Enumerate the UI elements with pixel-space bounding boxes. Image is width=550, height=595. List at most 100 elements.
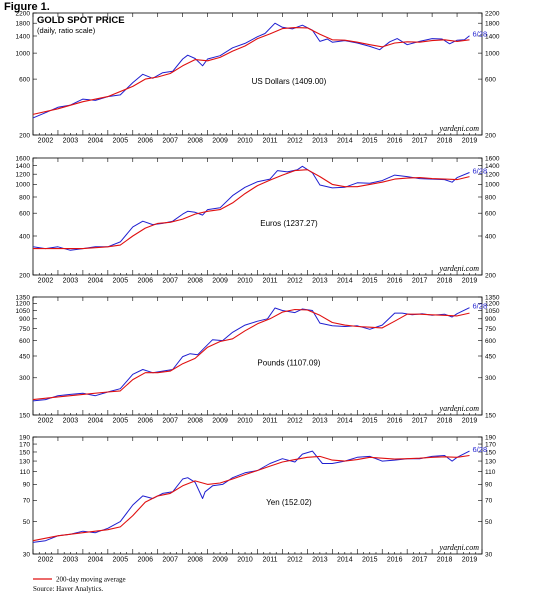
y-tick-label-right: 110 bbox=[485, 469, 496, 476]
x-tick-label: 2011 bbox=[262, 138, 277, 145]
x-tick-label: 2013 bbox=[312, 278, 328, 285]
y-tick-label-left: 1350 bbox=[16, 294, 31, 301]
y-tick-label-right: 800 bbox=[485, 194, 496, 201]
y-tick-label-left: 900 bbox=[19, 316, 30, 323]
x-tick-label: 2002 bbox=[38, 278, 54, 285]
y-tick-label-right: 1400 bbox=[485, 163, 500, 170]
y-tick-label-left: 1000 bbox=[16, 182, 31, 189]
x-tick-label: 2008 bbox=[187, 418, 203, 425]
price-series-line bbox=[32, 450, 470, 543]
y-tick-label-left: 1000 bbox=[16, 50, 31, 57]
x-tick-label: 2003 bbox=[63, 557, 79, 564]
y-tick-label-left: 600 bbox=[19, 76, 30, 83]
y-tick-label-right: 2200 bbox=[485, 10, 500, 17]
x-tick-label: 2010 bbox=[237, 418, 253, 425]
watermark: yardeni.com bbox=[439, 124, 480, 133]
y-tick-label-left: 1200 bbox=[16, 301, 31, 308]
y-tick-label-right: 200 bbox=[485, 272, 496, 279]
x-tick-label: 2018 bbox=[437, 418, 453, 425]
x-tick-label: 2004 bbox=[88, 418, 104, 425]
x-tick-label: 2014 bbox=[337, 138, 353, 145]
y-tick-label-left: 200 bbox=[19, 132, 30, 139]
y-tick-label-left: 190 bbox=[19, 434, 30, 441]
x-tick-label: 2019 bbox=[462, 557, 478, 564]
y-tick-label-right: 190 bbox=[485, 434, 496, 441]
x-tick-label: 2016 bbox=[387, 278, 403, 285]
y-tick-label-right: 150 bbox=[485, 449, 496, 456]
y-tick-label-right: 750 bbox=[485, 326, 496, 333]
x-tick-label: 2016 bbox=[387, 418, 403, 425]
x-tick-label: 2011 bbox=[262, 278, 277, 285]
x-tick-label: 2007 bbox=[162, 278, 178, 285]
x-tick-label: 2012 bbox=[287, 418, 303, 425]
chart-subtitle: (daily, ratio scale) bbox=[37, 26, 96, 35]
y-tick-label-right: 600 bbox=[485, 338, 496, 345]
y-tick-label-right: 1200 bbox=[485, 171, 500, 178]
x-tick-label: 2013 bbox=[312, 418, 328, 425]
x-tick-label: 2014 bbox=[337, 418, 353, 425]
y-tick-label-right: 30 bbox=[485, 551, 493, 558]
y-tick-label-left: 1050 bbox=[16, 308, 31, 315]
x-tick-label: 2011 bbox=[262, 557, 277, 564]
x-tick-label: 2012 bbox=[287, 278, 303, 285]
x-tick-label: 2009 bbox=[212, 278, 228, 285]
y-tick-label-left: 450 bbox=[19, 353, 30, 360]
y-tick-label-right: 1400 bbox=[485, 33, 500, 40]
x-tick-label: 2013 bbox=[312, 138, 328, 145]
y-tick-label-right: 90 bbox=[485, 482, 493, 489]
x-tick-label: 2017 bbox=[412, 418, 428, 425]
y-tick-label-left: 150 bbox=[19, 412, 30, 419]
moving-average-line bbox=[33, 169, 470, 250]
y-tick-label-left: 1600 bbox=[16, 155, 31, 162]
x-tick-label: 2019 bbox=[462, 418, 478, 425]
latest-date-label: 6/28 bbox=[473, 445, 488, 454]
y-tick-label-right: 150 bbox=[485, 412, 496, 419]
x-tick-label: 2016 bbox=[387, 557, 403, 564]
x-tick-label: 2006 bbox=[137, 418, 153, 425]
y-tick-label-right: 900 bbox=[485, 316, 496, 323]
x-tick-label: 2016 bbox=[387, 138, 403, 145]
x-tick-label: 2013 bbox=[312, 557, 328, 564]
x-tick-label: 2017 bbox=[412, 557, 428, 564]
x-tick-label: 2004 bbox=[88, 557, 104, 564]
watermark: yardeni.com bbox=[439, 264, 480, 273]
x-tick-label: 2017 bbox=[412, 278, 428, 285]
latest-date-label: 6/28 bbox=[473, 30, 488, 39]
x-tick-label: 2004 bbox=[88, 278, 104, 285]
x-tick-label: 2006 bbox=[137, 557, 153, 564]
y-tick-label-right: 200 bbox=[485, 132, 496, 139]
plot-frame bbox=[32, 157, 483, 276]
y-tick-label-right: 1200 bbox=[485, 301, 500, 308]
y-tick-label-right: 1800 bbox=[485, 21, 500, 28]
x-tick-label: 2002 bbox=[38, 557, 54, 564]
latest-date-label: 6/28 bbox=[473, 166, 488, 175]
currency-label: Yen (152.02) bbox=[266, 498, 312, 507]
x-tick-label: 2004 bbox=[88, 138, 104, 145]
y-tick-label-left: 130 bbox=[19, 458, 30, 465]
y-tick-label-right: 1350 bbox=[485, 294, 500, 301]
currency-label: Pounds (1107.09) bbox=[257, 358, 320, 367]
y-tick-label-left: 170 bbox=[19, 441, 30, 448]
plot-frame bbox=[32, 436, 483, 555]
y-tick-label-left: 1200 bbox=[16, 171, 31, 178]
y-tick-label-right: 600 bbox=[485, 76, 496, 83]
x-tick-label: 2014 bbox=[337, 278, 353, 285]
x-tick-label: 2009 bbox=[212, 557, 228, 564]
x-tick-label: 2010 bbox=[237, 138, 253, 145]
y-tick-label-left: 150 bbox=[19, 449, 30, 456]
y-tick-label-left: 70 bbox=[23, 498, 31, 505]
y-tick-label-right: 450 bbox=[485, 353, 496, 360]
x-tick-label: 2012 bbox=[287, 557, 303, 564]
plot-frame bbox=[32, 12, 483, 136]
y-tick-label-right: 70 bbox=[485, 498, 493, 505]
currency-label: US Dollars (1409.00) bbox=[252, 77, 327, 86]
x-tick-label: 2019 bbox=[462, 138, 478, 145]
figure-label: Figure 1. bbox=[4, 1, 50, 13]
y-tick-label-right: 1000 bbox=[485, 182, 500, 189]
x-tick-label: 2012 bbox=[287, 138, 303, 145]
x-tick-label: 2008 bbox=[187, 557, 203, 564]
plot-frame bbox=[32, 296, 483, 416]
x-tick-label: 2002 bbox=[38, 418, 54, 425]
x-tick-label: 2007 bbox=[162, 557, 178, 564]
y-tick-label-left: 300 bbox=[19, 375, 30, 382]
